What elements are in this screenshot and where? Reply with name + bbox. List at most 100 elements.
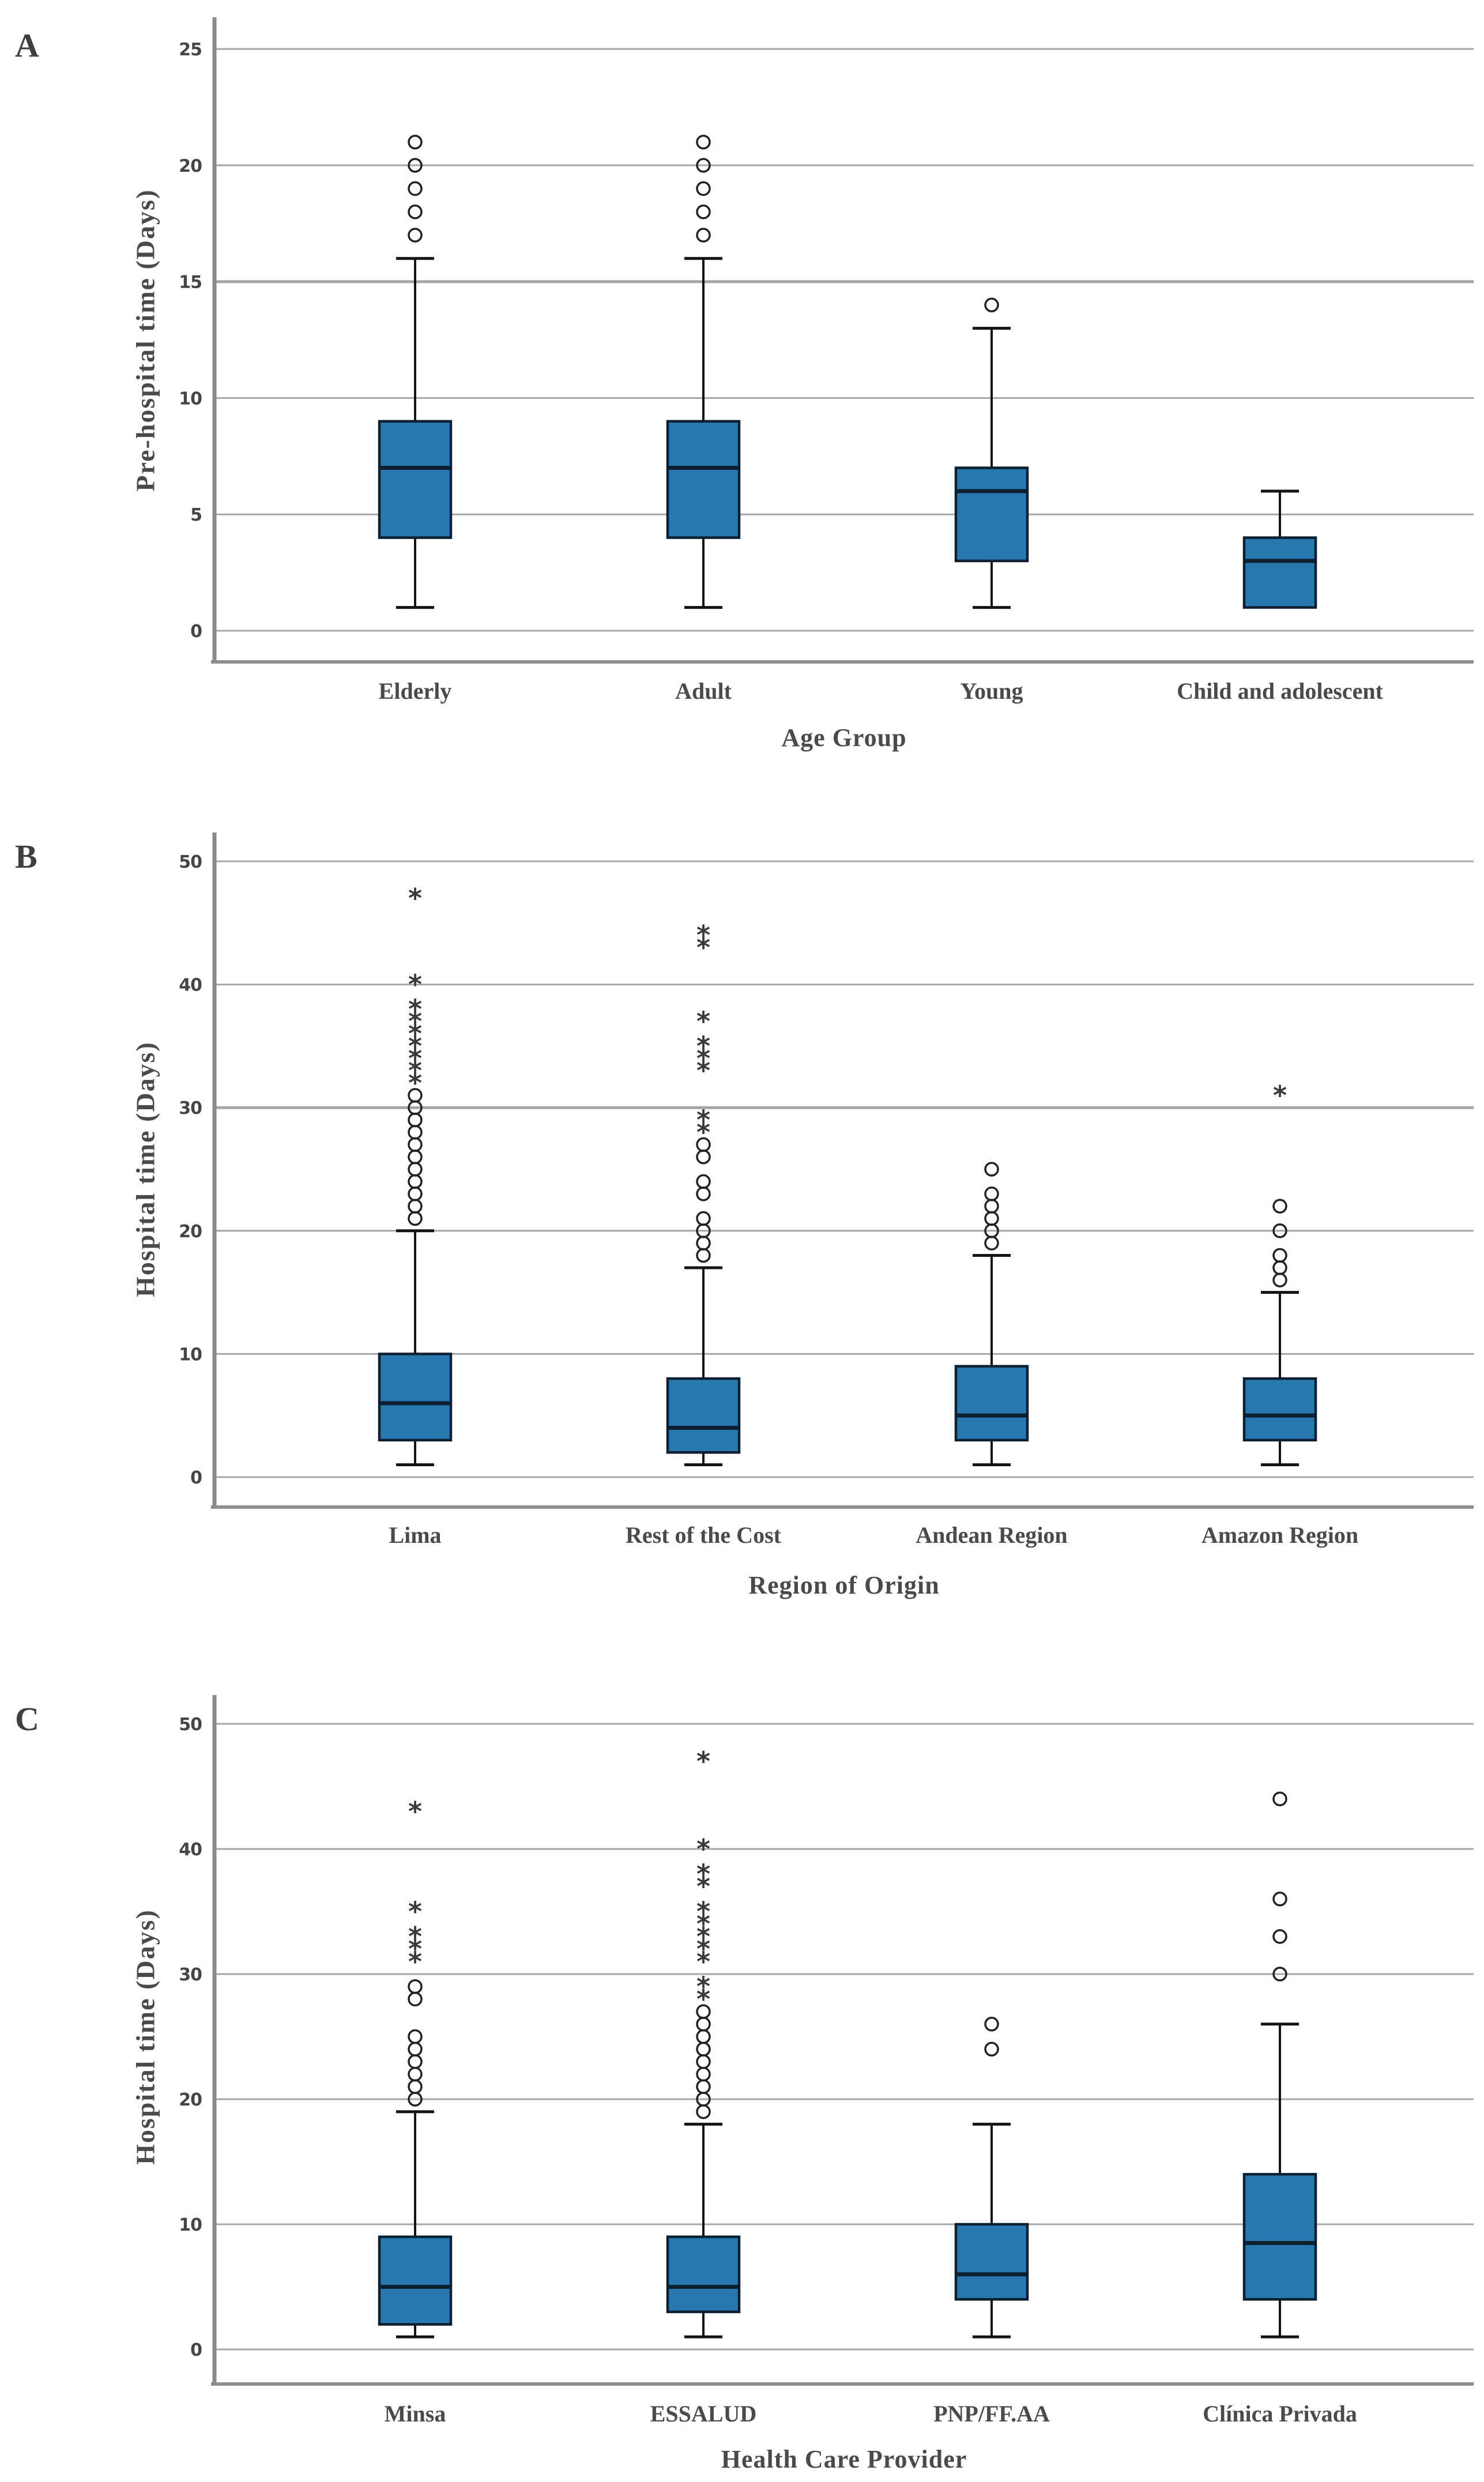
outlier-circle-22 [984, 1199, 999, 1214]
outlier-asterisk-43: * [696, 932, 710, 963]
outlier-circle-20 [408, 158, 423, 173]
outlier-circle-23 [984, 1186, 999, 1202]
box-rest-of-the-cost: ******** [666, 920, 741, 1467]
outlier-circle-24 [408, 2042, 423, 2057]
category-label-2: Adult [675, 678, 732, 704]
outlier-asterisk-31: * [696, 1946, 710, 1977]
outlier-circle-21 [696, 134, 711, 150]
outlier-asterisk-34: * [696, 1043, 710, 1074]
y-tick-label-20: 20 [179, 1222, 202, 1242]
box-pnp-ff-aa [954, 2017, 1029, 2338]
y-tick-label-20: 20 [179, 2090, 202, 2110]
y-tick-label-5: 5 [190, 505, 202, 525]
iqr-box [1242, 536, 1317, 609]
outlier-asterisk-38: * [408, 993, 422, 1025]
outlier-circle-26 [696, 2017, 711, 2032]
outlier-circle-19 [696, 181, 711, 196]
category-label-1: Lima [389, 1522, 441, 1548]
outlier-asterisk-47: * [696, 1746, 710, 1777]
category-label-3: Andean Region [916, 1522, 1067, 1548]
panel-c-letter: C [15, 1700, 39, 1738]
outlier-circle-18 [1272, 1248, 1287, 1263]
outlier-circle-22 [1272, 1199, 1287, 1214]
panel-c-x-axis-title: Health Care Provider [721, 2445, 967, 2473]
box-elderly [378, 134, 453, 609]
outlier-circle-29 [408, 1979, 423, 1994]
outlier-circle-18 [696, 204, 711, 220]
outlier-circle-25 [408, 1162, 423, 1177]
outlier-circle-19 [984, 1236, 999, 1251]
box-child-and-adolescent [1242, 489, 1317, 609]
box-lima: ********* [378, 883, 453, 1467]
panel-c-y-axis-title: Hospital time (Days) [130, 1909, 160, 2165]
outlier-asterisk-28: * [696, 1117, 710, 1148]
category-label-4: Child and adolescent [1177, 678, 1384, 704]
outlier-asterisk-34: * [696, 1908, 710, 1939]
box-adult [666, 134, 741, 609]
box-andean-region [954, 1162, 1029, 1467]
outlier-circle-18 [696, 1248, 711, 1263]
outlier-circle-24 [696, 1174, 711, 1189]
outlier-circle-31 [408, 1088, 423, 1103]
category-label-2: Rest of the Cost [626, 1522, 782, 1548]
panel-b-letter: B [15, 838, 37, 875]
panel-b-x-axis-title: Region of Origin [748, 1571, 940, 1599]
outlier-circle-23 [696, 2054, 711, 2069]
outlier-circle-23 [408, 2054, 423, 2069]
y-tick-label-40: 40 [179, 1840, 202, 1860]
outlier-circle-36 [1272, 1892, 1287, 1907]
y-tick-label-0: 0 [190, 622, 202, 642]
outlier-asterisk-38: * [696, 1858, 710, 1889]
category-label-4: Amazon Region [1201, 1522, 1358, 1548]
outlier-circle-21 [696, 2079, 711, 2095]
outlier-asterisk-40: * [408, 969, 422, 1000]
outlier-circle-21 [984, 1211, 999, 1226]
panel-c: 0 10 20 30 40 50 Minsa ESSALUD PNP/FF.AA Clínica … [179, 1695, 1474, 2427]
outlier-asterisk-43: * [408, 1796, 422, 1827]
outlier-circle-23 [408, 1186, 423, 1202]
outlier-asterisk-40: * [696, 1833, 710, 1865]
outlier-asterisk-35: * [696, 1896, 710, 1927]
y-tick-label-0: 0 [190, 1468, 202, 1488]
iqr-box [666, 2235, 741, 2314]
y-tick-label-10: 10 [179, 1344, 202, 1365]
iqr-box [954, 2223, 1029, 2301]
outlier-circle-21 [408, 134, 423, 150]
outlier-circle-21 [408, 1211, 423, 1226]
outlier-circle-21 [408, 2079, 423, 2095]
category-label-2: ESSALUD [650, 2401, 757, 2427]
category-label-3: PNP/FF.AA [933, 2401, 1050, 2427]
outlier-circle-17 [1272, 1260, 1287, 1275]
outlier-circle-27 [696, 1137, 711, 1153]
iqr-box [1242, 1377, 1317, 1442]
outlier-asterisk-35: * [696, 1030, 710, 1061]
panel-a-letter: A [15, 27, 39, 64]
outlier-circle-24 [408, 1174, 423, 1189]
box-young [954, 297, 1029, 609]
iqr-box [378, 420, 453, 539]
y-tick-label-30: 30 [179, 1098, 202, 1118]
outlier-circle-24 [984, 2042, 999, 2057]
panel-b: 0 10 20 30 40 50 Lima Rest of the Cost Andean Re… [179, 833, 1474, 1548]
outlier-asterisk-47: * [408, 883, 422, 914]
panel-a-y-axis-title: Pre-hospital time (Days) [130, 189, 160, 492]
outlier-circle-28 [408, 1991, 423, 2007]
panel-a: 0 5 10 15 20 25 Elderly Adult Young Child and ado… [179, 17, 1474, 704]
outlier-circle-22 [408, 1199, 423, 1214]
category-label-3: Young [961, 678, 1023, 704]
panel-b-y-axis-title: Hospital time (Days) [130, 1041, 160, 1297]
iqr-box [378, 2235, 453, 2326]
box-minsa: ***** [378, 1796, 453, 2338]
outlier-circle-21 [696, 1211, 711, 1226]
outlier-circle-30 [1272, 1967, 1287, 1982]
outlier-asterisk-32: * [696, 1934, 710, 1965]
outlier-circle-17 [408, 228, 423, 243]
y-tick-label-15: 15 [179, 273, 202, 293]
y-tick-label-40: 40 [179, 976, 202, 996]
outlier-asterisk-34: * [408, 1043, 422, 1074]
outlier-asterisk-33: * [408, 1921, 422, 1952]
y-tick-label-30: 30 [179, 1965, 202, 1985]
outlier-circle-24 [696, 2042, 711, 2057]
outlier-circle-18 [408, 204, 423, 220]
